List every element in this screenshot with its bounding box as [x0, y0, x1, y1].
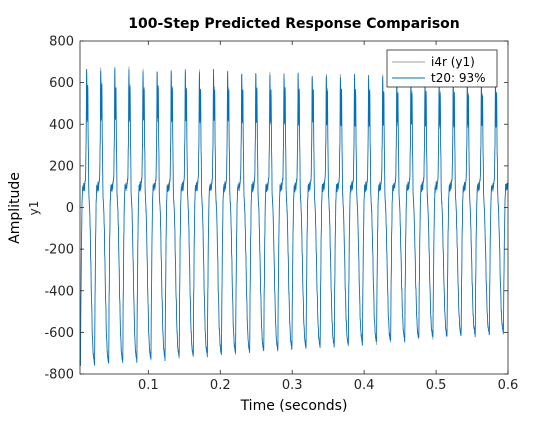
y-tick-label: 600 — [49, 76, 74, 91]
x-tick-label: 0.2 — [210, 378, 231, 393]
axes-box — [79, 40, 509, 375]
y-tick-label: 800 — [49, 35, 74, 50]
y-tick-label: 0 — [66, 201, 74, 216]
x-tick-label: 0.6 — [498, 378, 519, 393]
x-axis-label: Time (seconds) — [240, 398, 348, 414]
y-tick-label: 400 — [49, 118, 74, 133]
y-tick-label: -800 — [44, 368, 74, 383]
x-tick-label: 0.1 — [138, 378, 159, 393]
legend: i4r (y1) t20: 93% — [386, 49, 498, 88]
y-tick-label: 200 — [49, 159, 74, 174]
legend-entry-measured: i4r (y1) — [431, 55, 475, 69]
ticks-layer: 0.1 0.2 0.3 0.4 0.5 0.6 -800 -600 -400 -200 0 200 40… — [44, 35, 518, 394]
legend-box — [386, 49, 498, 88]
y-axis-label: Amplitude — [7, 172, 23, 244]
y-axis-sublabel: y1 — [27, 201, 41, 216]
y-tick-label: -200 — [44, 243, 74, 258]
x-tick-label: 0.3 — [282, 378, 303, 393]
y-tick-label: -400 — [44, 284, 74, 299]
chart-title: 100-Step Predicted Response Comparison — [128, 16, 460, 32]
x-tick-label: 0.5 — [426, 378, 447, 393]
data-layer — [79, 66, 509, 367]
legend-entry-predicted: t20: 93% — [431, 71, 486, 85]
y-tick-label: -600 — [44, 326, 74, 341]
series-line-predicted — [79, 67, 509, 367]
x-tick-label: 0.4 — [354, 378, 375, 393]
